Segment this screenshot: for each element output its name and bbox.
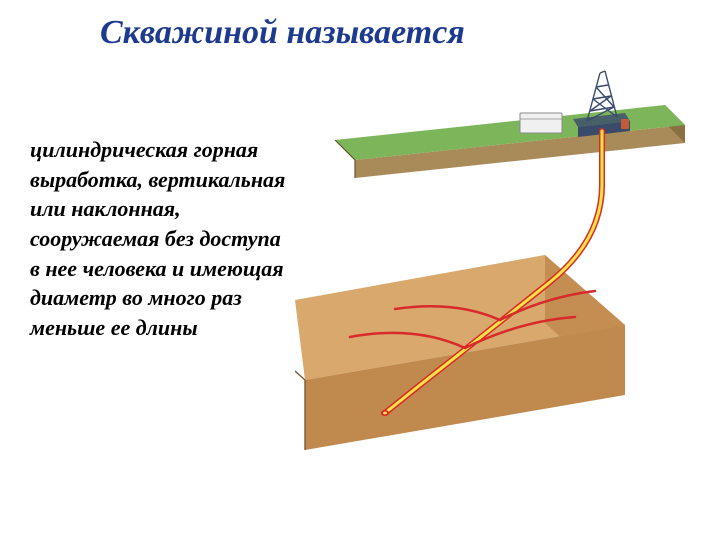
well-diagram bbox=[295, 65, 695, 515]
upper-slab bbox=[335, 105, 685, 178]
slide: Скважиной называется цилиндрическая горн… bbox=[0, 0, 720, 540]
definition-text: цилиндрическая горная выработка, вертика… bbox=[30, 135, 290, 343]
page-title: Скважиной называется bbox=[100, 14, 465, 52]
